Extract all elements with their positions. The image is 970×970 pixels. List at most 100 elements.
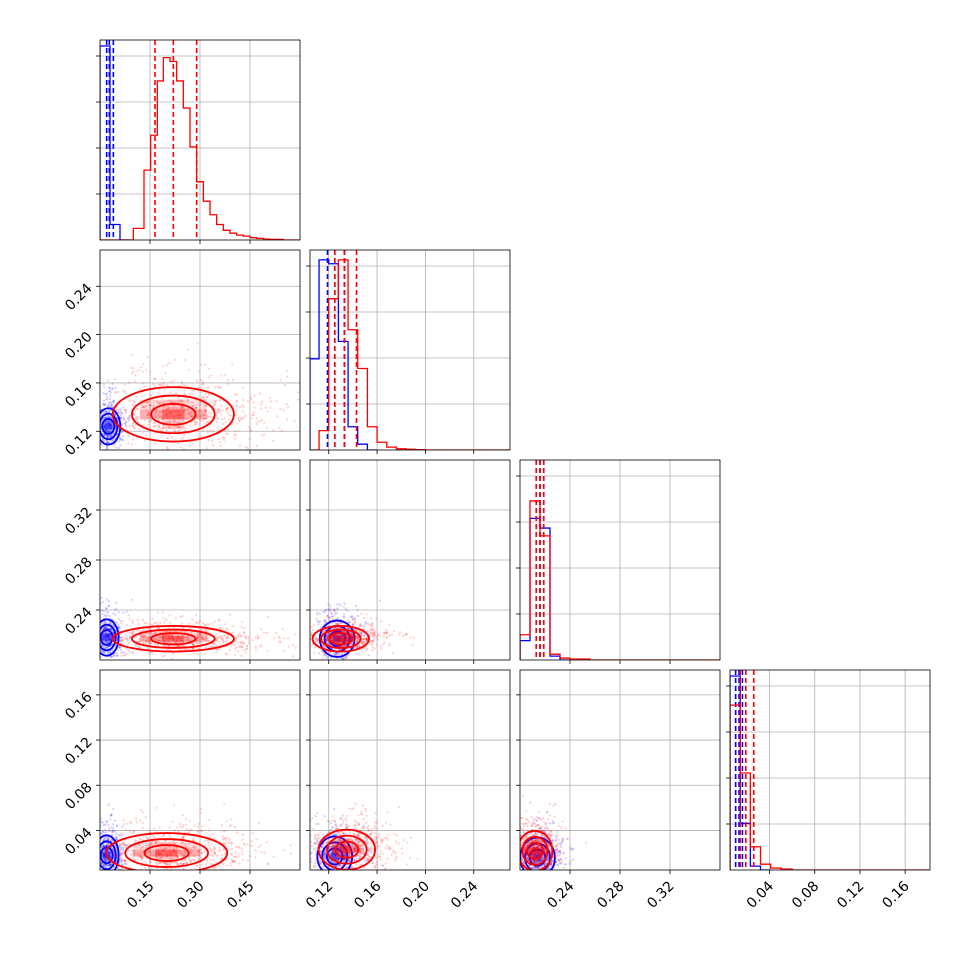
- scatter-point: [332, 618, 335, 621]
- scatter-point: [225, 820, 228, 823]
- scatter-point: [389, 642, 392, 645]
- scatter-point: [306, 634, 308, 636]
- scatter-point: [107, 838, 110, 841]
- scatter-point: [132, 630, 136, 633]
- scatter-point: [108, 865, 111, 868]
- scatter-point: [106, 859, 109, 863]
- scatter-point: [198, 418, 201, 421]
- scatter-point: [95, 630, 97, 632]
- scatter-point: [328, 641, 331, 644]
- scatter-point: [152, 425, 155, 428]
- scatter-point: [218, 626, 221, 630]
- scatter-point: [87, 856, 89, 858]
- scatter-point: [110, 450, 112, 452]
- scatter-point: [96, 647, 98, 649]
- scatter-point: [224, 843, 227, 846]
- scatter-point: [144, 816, 147, 819]
- scatter-point: [129, 881, 131, 883]
- scatter-point: [181, 626, 184, 630]
- scatter-point: [173, 842, 176, 845]
- scatter-point: [373, 647, 376, 650]
- scatter-point: [115, 608, 118, 611]
- scatter-point: [225, 627, 228, 630]
- scatter-point: [345, 638, 348, 641]
- scatter-point: [107, 640, 110, 644]
- scatter-point: [108, 401, 111, 404]
- scatter-point: [133, 850, 136, 853]
- scatter-point: [202, 413, 206, 416]
- panel-frame: [309, 249, 511, 451]
- scatter-point: [93, 619, 95, 621]
- scatter-point: [152, 850, 155, 853]
- scatter-point: [166, 445, 169, 448]
- scatter-point: [203, 652, 206, 655]
- scatter-point: [108, 390, 111, 393]
- scatter-point: [338, 645, 341, 648]
- scatter-point: [339, 880, 341, 882]
- scatter-point: [166, 436, 169, 439]
- scatter-point: [200, 414, 203, 417]
- scatter-point: [179, 407, 182, 410]
- scatter-point: [210, 843, 213, 846]
- scatter-point: [398, 633, 401, 636]
- scatter-point: [123, 859, 126, 863]
- scatter-point: [365, 637, 368, 640]
- scatter-point: [224, 420, 227, 424]
- panel-2-2: [520, 460, 720, 660]
- scatter-point: [326, 635, 329, 638]
- scatter-point: [104, 615, 107, 618]
- scatter-point: [199, 379, 202, 382]
- scatter-point: [108, 864, 111, 867]
- scatter-point: [329, 621, 332, 625]
- panel-1-0: [100, 250, 300, 450]
- scatter-point: [259, 420, 262, 423]
- scatter-point: [196, 646, 200, 650]
- scatter-point: [111, 387, 114, 390]
- scatter-point: [157, 424, 161, 427]
- scatter-point: [370, 632, 373, 635]
- scatter-point: [338, 858, 341, 861]
- scatter-point: [215, 639, 218, 642]
- scatter-point: [193, 389, 196, 392]
- scatter-point: [100, 442, 102, 445]
- scatter-point: [363, 638, 367, 641]
- scatter-point: [335, 654, 338, 657]
- scatter-point: [148, 640, 151, 643]
- scatter-point: [168, 826, 171, 829]
- scatter-point: [194, 406, 198, 410]
- scatter-point: [211, 439, 214, 442]
- scatter-point: [143, 634, 146, 637]
- scatter-point: [278, 426, 281, 429]
- scatter-point: [115, 654, 118, 657]
- scatter-point: [205, 409, 208, 412]
- scatter-point: [226, 411, 229, 414]
- scatter-point: [365, 637, 368, 641]
- scatter-point: [124, 651, 127, 654]
- scatter-point: [214, 853, 217, 856]
- scatter-point: [140, 856, 143, 859]
- scatter-point: [180, 825, 183, 828]
- scatter-point: [119, 860, 122, 863]
- scatter-point: [157, 638, 160, 642]
- scatter-point: [183, 392, 186, 395]
- scatter-point: [96, 640, 98, 642]
- scatter-point: [108, 398, 111, 401]
- scatter-point: [197, 636, 200, 639]
- scatter-point: [323, 653, 326, 656]
- scatter-point: [123, 637, 126, 640]
- scatter-point: [138, 369, 141, 372]
- scatter-point: [135, 636, 138, 639]
- scatter-point: [201, 636, 204, 640]
- scatter-point: [157, 636, 160, 639]
- scatter-point: [116, 872, 118, 874]
- scatter-point: [326, 871, 328, 873]
- scatter-point: [234, 855, 237, 859]
- scatter-point: [108, 604, 111, 608]
- scatter-point: [102, 871, 104, 873]
- scatter-point: [108, 864, 111, 868]
- scatter-point: [161, 401, 164, 404]
- scatter-point: [345, 634, 348, 637]
- scatter-point: [121, 841, 124, 844]
- scatter-point: [181, 842, 184, 845]
- scatter-point: [230, 864, 233, 867]
